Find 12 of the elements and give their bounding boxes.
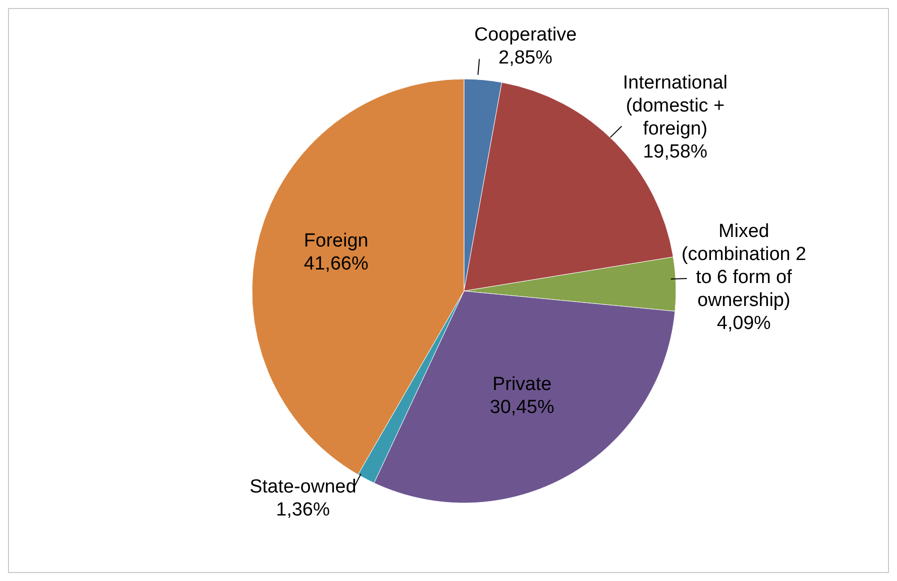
slice-label: Private [492,374,552,395]
data-label: 30,45% [490,397,554,418]
slice-label: Mixed (combination 2 to 6 form of ownership) [682,221,806,312]
data-label: 41,66% [304,254,368,275]
slice-label: Cooperative [474,24,577,46]
data-label: 1,36% [276,499,330,520]
slice-label: State-owned [250,476,356,498]
data-label: 19,58% [642,141,708,162]
slice-label: International (domestic + foreign) [622,72,728,140]
data-label: 4,09% [716,313,771,334]
slice-label: Foreign [304,230,368,252]
data-label: 2,85% [498,47,553,68]
